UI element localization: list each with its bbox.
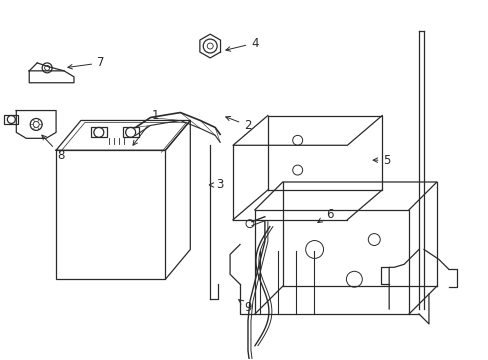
Text: 7: 7 xyxy=(68,57,104,69)
Text: 6: 6 xyxy=(317,208,333,222)
Text: 2: 2 xyxy=(225,116,251,132)
Text: 3: 3 xyxy=(209,179,224,192)
Bar xyxy=(56,150,165,279)
Text: 5: 5 xyxy=(372,154,390,167)
Bar xyxy=(91,127,106,137)
Text: 1: 1 xyxy=(133,109,159,145)
Text: 4: 4 xyxy=(225,37,258,51)
Bar xyxy=(4,114,18,125)
Bar xyxy=(122,127,138,137)
Text: 8: 8 xyxy=(42,135,64,162)
Text: 9: 9 xyxy=(238,300,251,314)
